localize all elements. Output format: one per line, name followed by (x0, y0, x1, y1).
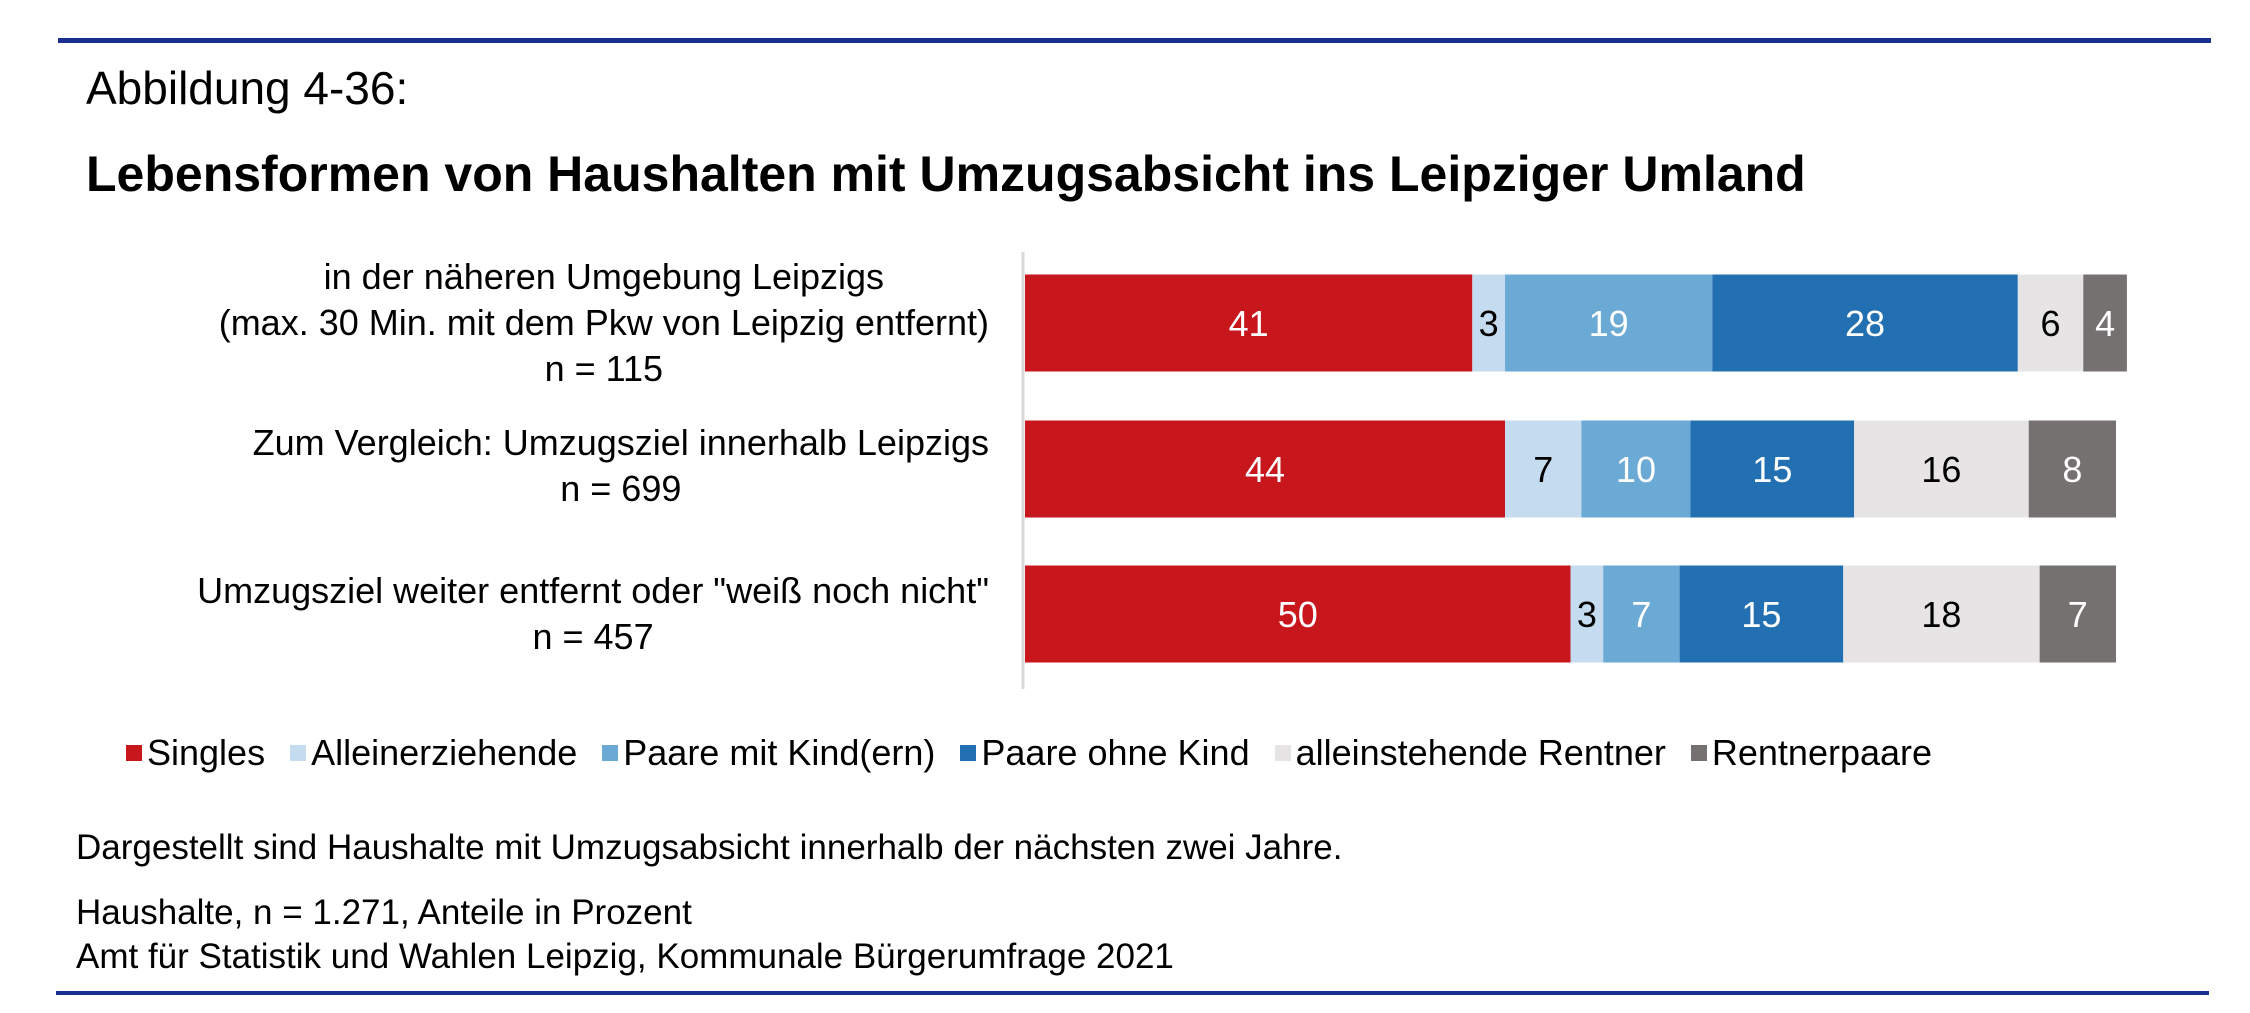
legend-label: Rentnerpaare (1711, 732, 1933, 773)
bar-segment-alleinerziehende (1505, 420, 1582, 518)
legend-swatch (602, 745, 619, 761)
category-label-umgebung: in der näheren Umgebung Leipzigs (max. 3… (219, 254, 989, 392)
data-label: 50 (1278, 594, 1318, 635)
data-label: 7 (2068, 594, 2088, 635)
legend-item-paare-ohne-kind: Paare ohne Kind (960, 730, 1250, 776)
category-label-innerhalb: Zum Vergleich: Umzugsziel innerhalb Leip… (253, 420, 989, 512)
bar-segment-rentnerpaare (2039, 565, 2116, 663)
data-label: 6 (2041, 303, 2061, 344)
category-label-line: Umzugsziel weiter entfernt oder "weiß no… (197, 570, 989, 611)
legend-item-singles: Singles (126, 730, 265, 776)
data-label: 3 (1479, 303, 1499, 344)
data-label: 15 (1741, 594, 1781, 635)
data-label: 44 (1245, 449, 1285, 490)
data-label: 8 (2062, 449, 2082, 490)
figure-label: Abbildung 4-36: (86, 62, 409, 114)
legend: Singles Alleinerziehende Paare mit Kind(… (126, 730, 1957, 776)
footnote-source: Amt für Statistik und Wahlen Leipzig, Ko… (76, 937, 1174, 976)
category-label-line: n = 457 (532, 616, 654, 657)
bar-segment-paare-mit-kind-ern (1603, 565, 1680, 663)
legend-label: Paare mit Kind(ern) (623, 732, 936, 773)
bar-segment-paare-ohne-kind (1712, 274, 2018, 372)
bar-segment-alleinerziehende (1472, 274, 1506, 372)
legend-swatch (1274, 745, 1291, 761)
legend-swatch (126, 745, 142, 761)
legend-item-alleinstehende-rentner: alleinstehende Rentner (1274, 730, 1666, 776)
data-label: 4 (2095, 303, 2115, 344)
chart-title: Lebensformen von Haushalten mit Umzugsab… (86, 146, 1806, 202)
category-label-line: in der näheren Umgebung Leipzigs (323, 256, 885, 297)
bar-segment-paare-mit-kind-ern (1505, 274, 1713, 372)
bar-row: 44 7 10 15 16 8 (1025, 420, 2116, 518)
data-label: 10 (1616, 449, 1656, 490)
legend-item-rentnerpaare: Rentnerpaare (1690, 730, 1933, 776)
category-label-weiter-entfernt: Umzugsziel weiter entfernt oder "weiß no… (197, 568, 989, 660)
data-label: 19 (1589, 303, 1629, 344)
top-rule (58, 38, 2211, 43)
category-label-line: n = 699 (560, 468, 682, 509)
bar-segment-alleinstehende-rentner (1843, 565, 2040, 663)
legend-label: Paare ohne Kind (981, 732, 1250, 773)
data-label: 18 (1921, 594, 1961, 635)
bar-segment-singles (1025, 274, 1473, 372)
data-label: 7 (1533, 449, 1553, 490)
data-label: 3 (1577, 594, 1597, 635)
bar-segment-alleinerziehende (1570, 565, 1604, 663)
legend-label: Alleinerziehende (311, 732, 578, 773)
legend-swatch (960, 745, 977, 761)
category-label-line: (max. 30 Min. mit dem Pkw von Leipzig en… (218, 302, 989, 343)
bar-segment-singles (1025, 565, 1571, 663)
bar-row: 41 3 19 28 6 4 (1025, 274, 2127, 372)
legend-item-paare-mit-kind: Paare mit Kind(ern) (602, 730, 935, 776)
footnote-sample: Haushalte, n = 1.271, Anteile in Prozent (76, 893, 692, 932)
bar-segment-singles (1025, 420, 1506, 518)
bar-segment-rentnerpaare (2028, 420, 2116, 518)
data-label: 28 (1845, 303, 1885, 344)
data-label: 15 (1752, 449, 1792, 490)
category-label-line: Zum Vergleich: Umzugsziel innerhalb Leip… (252, 422, 989, 463)
bar-segment-alleinstehende-rentner (2017, 274, 2084, 372)
bar-segment-alleinstehende-rentner (1854, 420, 2029, 518)
legend-label: alleinstehende Rentner (1295, 732, 1666, 773)
legend-swatch (1690, 745, 1707, 761)
bottom-rule (56, 991, 2209, 995)
legend-item-alleinerziehende: Alleinerziehende (290, 730, 577, 776)
bar-segment-paare-mit-kind-ern (1581, 420, 1691, 518)
legend-swatch (290, 745, 307, 761)
legend-label: Singles (147, 732, 266, 773)
data-label: 16 (1921, 449, 1961, 490)
data-label: 41 (1229, 303, 1269, 344)
footnote-description: Dargestellt sind Haushalte mit Umzugsabs… (76, 828, 1343, 867)
bar-segment-rentnerpaare (2083, 274, 2127, 372)
bar-segment-paare-ohne-kind (1679, 565, 1844, 663)
data-label: 7 (1631, 594, 1651, 635)
category-label-line: n = 115 (544, 348, 664, 389)
bar-row: 50 3 7 15 18 7 (1025, 565, 2116, 663)
bar-segment-paare-ohne-kind (1690, 420, 1855, 518)
